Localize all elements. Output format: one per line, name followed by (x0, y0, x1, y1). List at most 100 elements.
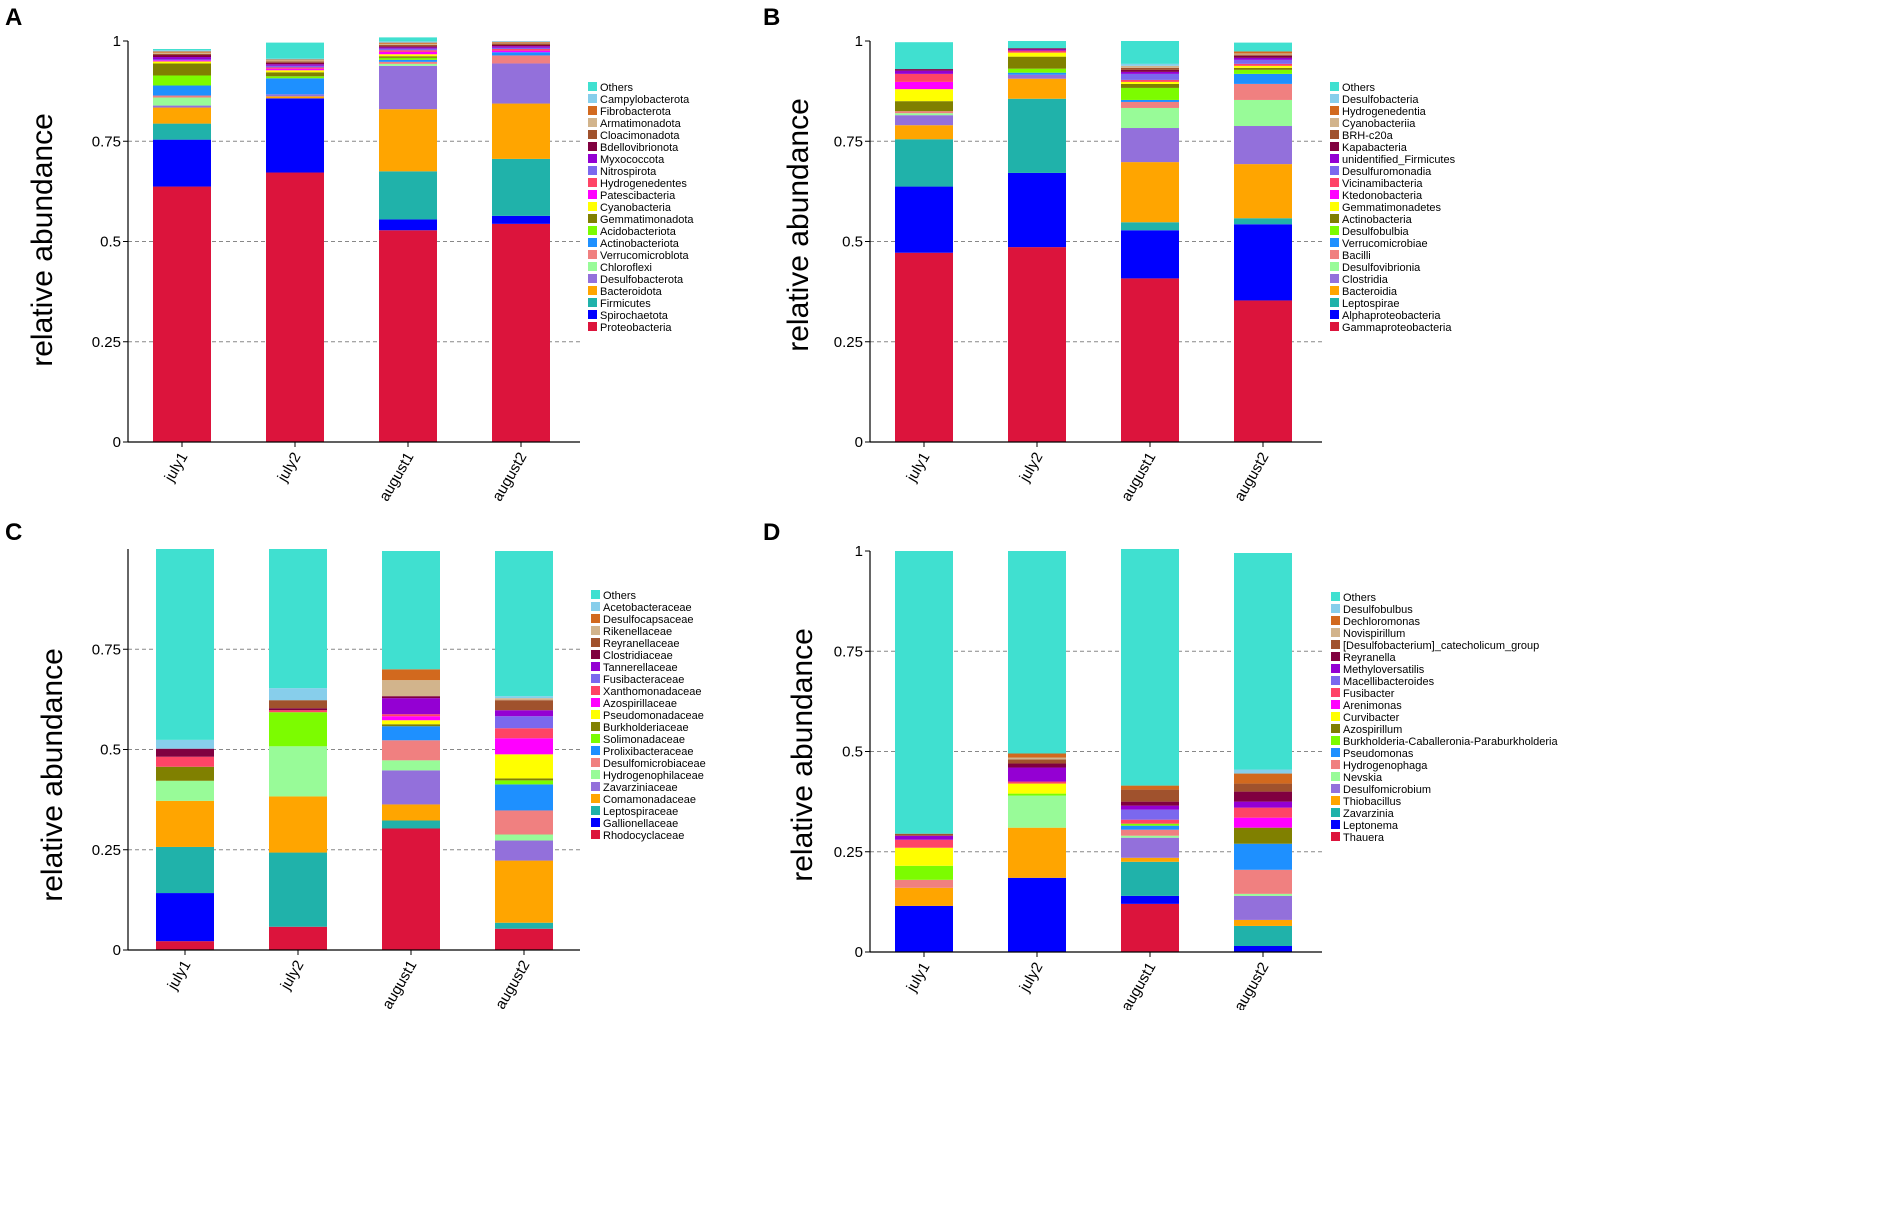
bar-segment-burkholderia-caballeronia-paraburkholderia-august1 (1121, 823, 1179, 826)
bar-segment-armatimonadota-july2 (266, 60, 324, 62)
legend-swatch-brh-c20a (1330, 130, 1339, 139)
bar-segment-desulfomicrobium-august2 (1234, 895, 1292, 920)
x-tick-label-july1: july1 (161, 450, 192, 486)
legend-label-brh-c20a: BRH-c20a (1342, 130, 1394, 142)
legend-label-fusibacteraceae: Fusibacteraceae (603, 674, 684, 686)
legend-label-chloroflexi: Chloroflexi (600, 262, 652, 274)
bar-segment-campylobacterota-august1 (379, 41, 437, 43)
bar-segment-nevskia-july2 (1008, 795, 1066, 828)
y-tick-label: 0 (855, 944, 863, 961)
legend-swatch-bacteroidia (1330, 286, 1339, 295)
bar-segment-kapabacteria-august1 (1121, 69, 1179, 72)
legend-swatch-firmicutes (588, 298, 597, 307)
legend-label-zavarzinia: Zavarzinia (1343, 808, 1395, 820)
legend-swatch-bacilli (1330, 250, 1339, 259)
bar-segment-others-july1 (153, 49, 211, 51)
x-tick-label-august2: august2 (1231, 960, 1272, 1011)
bar-segment-clostridiaceae-july2 (269, 708, 327, 711)
legend-label-bdellovibrionota: Bdellovibrionota (600, 142, 679, 154)
bar-segment-gammaproteobacteria-august2 (1234, 300, 1292, 442)
legend-swatch-leptospiraceae (591, 806, 600, 815)
y-tick-label: 0 (113, 942, 121, 959)
bar-segment-hydrogenophilaceae-july2 (269, 746, 327, 797)
x-tick-label-july2: july2 (274, 450, 305, 486)
legend-label-gemmatimonadota: Gemmatimonadota (600, 214, 694, 226)
x-tick-label-july1: july1 (164, 958, 195, 994)
bar-segment-bacteroidia-july2 (1008, 78, 1066, 99)
x-tick-label-july2: july2 (277, 958, 308, 994)
bar-segment-bacteroidota-july1 (153, 107, 211, 124)
legend-swatch-fibrobacterota (588, 106, 597, 115)
bar-segment-gemmatimonadetes-july1 (895, 89, 953, 102)
legend-swatch-kapabacteria (1330, 142, 1339, 151)
legend-swatch-acetobacteraceae (591, 602, 600, 611)
bar-segment-cloacimonadota-july1 (153, 53, 211, 56)
legend-swatch-desulfomicrobium (1331, 784, 1340, 793)
bar-segment-leptonema-july2 (1008, 877, 1066, 952)
bar-segment-actinobacteria-august1 (1121, 83, 1179, 88)
x-tick-label-july2: july2 (1016, 960, 1047, 996)
bar-segment-armatimonadota-august1 (379, 43, 437, 46)
y-tick-label: 0.75 (834, 643, 863, 660)
bar-segment-verrucomicroblota-july1 (153, 95, 211, 98)
bar-segment-brh-c20a-august1 (1121, 67, 1179, 70)
legend-swatch-desulfobacterota (588, 274, 597, 283)
bar-segment-clostridiaceae-august1 (382, 696, 440, 699)
bar-segment-firmicutes-august1 (379, 171, 437, 220)
legend-swatch-cyanobacteriia (1330, 118, 1339, 127)
bar-segment-patescibacteria-august2 (492, 50, 550, 53)
bar-segment-actinobacteria-august2 (1234, 67, 1292, 70)
legend-swatch-desulfuromonadia (1330, 166, 1339, 175)
legend-swatch-reyranellaceae (591, 638, 600, 647)
bar-segment-acetobacteraceae-july1 (156, 739, 214, 749)
legend-swatch-macellibacteroides (1331, 676, 1340, 685)
legend-label-verrucomicroblota: Verrucomicroblota (600, 250, 690, 262)
bar-segment-azospirillaceae-august1 (382, 716, 440, 721)
legend-label-reyranellaceae: Reyranellaceae (603, 638, 679, 650)
bar-segment-others-august2 (1234, 42, 1292, 52)
legend-swatch-patescibacteria (588, 190, 597, 199)
bar-segment-fibrobacterota-august1 (379, 42, 437, 44)
legend-swatch-leptospirae (1330, 298, 1339, 307)
bar-segment-verrucomicrobiae-august1 (1121, 99, 1179, 102)
bar-segment-rikenellaceae-august2 (495, 698, 553, 701)
bar-segment-acidobacteriota-august1 (379, 57, 437, 60)
bar-segment-comamonadaceae-july1 (156, 800, 214, 847)
bar-segment-bdellovibrionota-july2 (266, 62, 324, 65)
legend-swatch-curvibacter (1331, 712, 1340, 721)
bar-segment-leptospiraceae-july1 (156, 846, 214, 894)
bar-segment-alphaproteobacteria-august2 (1234, 224, 1292, 301)
legend-swatch-thauera (1331, 832, 1340, 841)
bar-segment-spirochaetota-august2 (492, 215, 550, 224)
legend-label-nevskia: Nevskia (1343, 772, 1383, 784)
bar-segment-curvibacter-july1 (895, 847, 953, 866)
bar-segment-dechloromonas-august1 (1121, 785, 1179, 790)
bar-segment-burkholderiaceae-august1 (382, 724, 440, 727)
legend-label-azospirillaceae: Azospirillaceae (603, 698, 677, 710)
legend-swatch-others (588, 82, 597, 91)
y-tick-label: 0 (113, 434, 121, 451)
bar-segment-desulfobulbus-august2 (1234, 769, 1292, 774)
legend-label-acidobacteriota: Acidobacteriota (600, 226, 677, 238)
bar-segment-methyloversatilis-august2 (1234, 801, 1292, 808)
bar-segment-unidentified-firmicutes-august2 (1234, 57, 1292, 60)
legend-swatch-hydrogenophilaceae (591, 770, 600, 779)
bar-segment-cyanobacteriia-august2 (1234, 53, 1292, 55)
bar-segment-clostridia-august2 (1234, 126, 1292, 165)
legend-label-myxococcota: Myxococcota (600, 154, 665, 166)
y-tick-label: 1 (113, 33, 121, 50)
bar-segment-actinobacteriota-july1 (153, 85, 211, 96)
bar-segment-pseudomonas-august2 (1234, 843, 1292, 870)
bar-segment-unidentified-firmicutes-july1 (895, 70, 953, 74)
bar-segment-fusibacter-july2 (1008, 781, 1066, 784)
panel-letter: B (763, 4, 780, 31)
bar-segment-cloacimonadota-july2 (266, 61, 324, 63)
bar-segment-bdellovibrionota-august1 (379, 46, 437, 48)
bar-segment-thauera-august1 (1121, 903, 1179, 952)
legend-swatch-gallionellaceae (591, 818, 600, 827)
y-tick-label: 0.75 (92, 133, 121, 150)
bar-segment-bacteroidota-august1 (379, 109, 437, 172)
bar-segment-desulfobacterium-catecholicum-group-august2 (1234, 783, 1292, 792)
bar-segment-xanthomonadaceae-august2 (495, 728, 553, 739)
legend-label-gammaproteobacteria: Gammaproteobacteria (1342, 322, 1452, 334)
